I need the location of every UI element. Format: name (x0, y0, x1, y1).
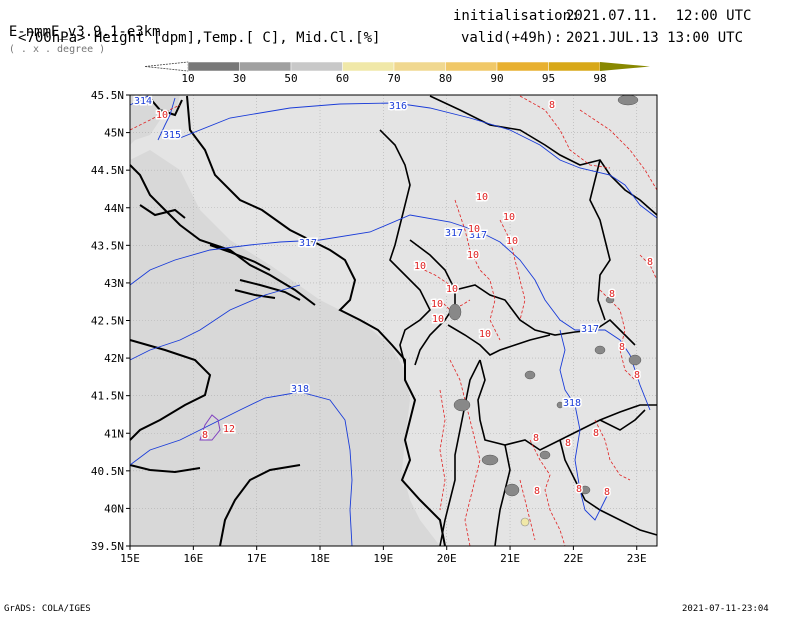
temp-contour-label: 10 (446, 284, 458, 295)
legend-label: 10 (181, 72, 194, 85)
lat-label: 42N (104, 352, 124, 365)
lon-label: 17E (247, 552, 267, 565)
lon-label: 19E (373, 552, 393, 565)
temp-contour-label: 10 (476, 192, 488, 203)
cloud-cover-legend: 10 30 50 60 70 80 90 95 98 (144, 61, 650, 85)
model-title: E-nmmE_v3.9.1-e3km ( . x . degree ) (0, 8, 161, 58)
temp-contour-label: 8 (647, 257, 653, 268)
height-contour-label: 318 (291, 384, 309, 395)
lon-label: 15E (120, 552, 140, 565)
temp-contour-label: 10 (431, 299, 443, 310)
legend-label: 98 (593, 72, 606, 85)
legend-high-arrow (600, 62, 650, 71)
footer-timestamp: 2021-07-11-23:04 (682, 604, 769, 614)
lon-label: 23E (627, 552, 647, 565)
cloud-patches (448, 94, 642, 497)
height-contour-label: 314 (134, 96, 152, 107)
country-borders (379, 95, 658, 547)
height-contour-label: 316 (389, 101, 407, 112)
height-contour-label: 318 (563, 398, 581, 409)
lat-label: 41N (104, 427, 124, 440)
temp-contour-label: 10 (156, 110, 168, 121)
footer-credit: GrADS: COLA/IGES (4, 604, 91, 614)
fields-description: <700hPa> Height [dpm],Temp.[ C], Mid.Cl.… (18, 30, 381, 46)
lat-label: 39.5N (91, 540, 124, 553)
lon-label: 16E (183, 552, 203, 565)
sea-area (130, 150, 440, 546)
legend-label: 30 (233, 72, 246, 85)
lon-label: 21E (500, 552, 520, 565)
temp-contour-label: 10 (479, 329, 491, 340)
lat-label: 43.5N (91, 239, 124, 252)
temp-contour-label: 10 (414, 261, 426, 272)
legend-label: 60 (336, 72, 349, 85)
legend-label: 95 (542, 72, 555, 85)
height-contour-label: 317 (299, 238, 317, 249)
legend-swatch (445, 61, 498, 72)
temp-contour-label: 10 (432, 314, 444, 325)
lon-label: 18E (310, 552, 330, 565)
temp-contour-label: 8 (619, 342, 625, 353)
legend-swatch (548, 61, 601, 72)
temp-contour-label: 8 (534, 486, 540, 497)
height-contour-label: 317 (445, 228, 463, 239)
legend-swatch (290, 61, 343, 72)
lat-label: 44.5N (91, 164, 124, 177)
legend-swatch (496, 61, 549, 72)
temp-contour-label: 8 (549, 100, 555, 111)
cloud-patch-high (520, 517, 530, 527)
lat-label: 42.5N (91, 315, 124, 328)
map-axes: 15E 16E 17E 18E 19E 20E 21E 22E 23E 45.5N 45N 44.5N… (91, 89, 647, 565)
lat-label: 43N (104, 277, 124, 290)
lat-label: 40.5N (91, 465, 124, 478)
model-name: E-nmmE_v3.9.1-e3km (8, 24, 161, 40)
lat-label: 45N (104, 127, 124, 140)
init-label: initialisation: (453, 8, 580, 24)
legend-label: 70 (387, 72, 400, 85)
legend-label: 90 (490, 72, 503, 85)
temperature-contour-loop (199, 414, 221, 441)
map-frame (129, 94, 658, 547)
model-units: ( . x . degree ) (8, 44, 106, 55)
legend-swatch (342, 61, 395, 72)
legend-label: 50 (284, 72, 297, 85)
temp-contour-label: 8 (533, 433, 539, 444)
legend-swatch (393, 61, 446, 72)
height-contour-label: 317 (581, 324, 599, 335)
temperature-contours (129, 95, 658, 547)
lat-label: 41.5N (91, 390, 124, 403)
temp-contour-label: 10 (503, 212, 515, 223)
temp-contour-label: 10 (467, 250, 479, 261)
temp-contour-label: 12 (223, 424, 235, 435)
legend-label: 80 (439, 72, 452, 85)
height-contour-label: 315 (163, 130, 181, 141)
height-contour-label: 317 (469, 230, 487, 241)
lon-label: 22E (563, 552, 583, 565)
lat-label: 45.5N (91, 89, 124, 102)
temp-contour-label: 8 (202, 430, 208, 441)
temp-contour-label: 10 (506, 236, 518, 247)
temp-contour-label: 8 (609, 289, 615, 300)
temp-contour-label: 8 (593, 428, 599, 439)
temp-contour-label: 8 (634, 370, 640, 381)
height-contours (129, 95, 658, 547)
valid-value: 2021.JUL.13 13:00 UTC (566, 30, 744, 46)
legend-low-arrow (144, 61, 189, 72)
legend-swatch (239, 61, 292, 72)
legend-swatch (187, 61, 240, 72)
init-value: 2021.07.11. 12:00 UTC (566, 8, 752, 24)
temp-contour-label: 8 (576, 484, 582, 495)
temp-contour-label: 8 (604, 487, 610, 498)
temp-contour-label: 8 (565, 438, 571, 449)
temp-contour-label: 10 (468, 224, 480, 235)
lon-label: 20E (437, 552, 457, 565)
lat-label: 44N (104, 202, 124, 215)
valid-label: valid(+49h): (461, 30, 563, 46)
lat-label: 40N (104, 502, 124, 515)
